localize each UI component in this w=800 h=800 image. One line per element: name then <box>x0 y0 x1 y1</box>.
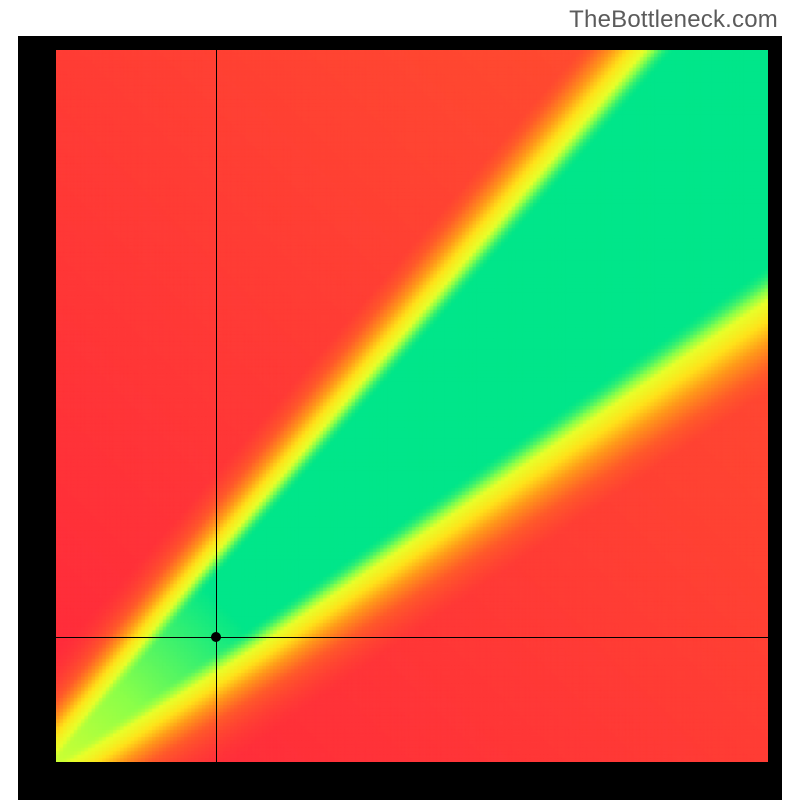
plot-border <box>18 36 782 800</box>
watermark-text: TheBottleneck.com <box>569 6 778 34</box>
chart-frame: TheBottleneck.com <box>0 0 800 800</box>
crosshair-dot <box>211 632 221 642</box>
plot-area <box>56 50 768 762</box>
crosshair-vertical <box>216 50 217 762</box>
crosshair-horizontal <box>56 637 768 638</box>
heatmap-canvas <box>56 50 768 762</box>
